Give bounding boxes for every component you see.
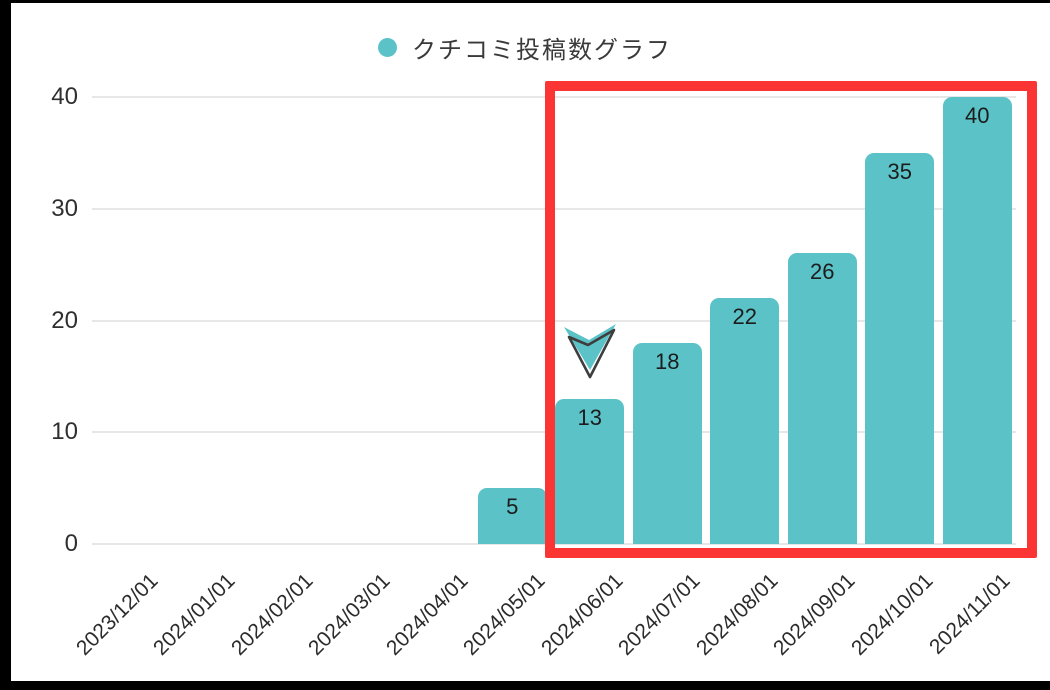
window-frame-left bbox=[0, 0, 11, 690]
y-axis-tick-label: 30 bbox=[51, 194, 78, 222]
bar bbox=[865, 152, 935, 544]
bar-value-label: 18 bbox=[655, 348, 680, 374]
bar bbox=[555, 398, 625, 544]
bar bbox=[477, 488, 547, 544]
y-axis-tick-label: 40 bbox=[51, 83, 78, 110]
window-frame-top bbox=[0, 0, 1050, 3]
bar-value-label: 35 bbox=[887, 158, 912, 184]
legend-dot-icon bbox=[378, 37, 397, 57]
bar bbox=[710, 298, 780, 544]
y-axis-tick-label: 0 bbox=[64, 530, 78, 557]
bar-value-label: 22 bbox=[732, 304, 757, 330]
y-axis-tick-label: 20 bbox=[51, 306, 78, 334]
legend: クチコミ投稿数グラフ bbox=[0, 30, 1050, 64]
legend-label: クチコミ投稿数グラフ bbox=[412, 36, 672, 64]
bar-value-label: 13 bbox=[577, 404, 602, 430]
bar-value-label: 26 bbox=[810, 259, 835, 285]
bar bbox=[942, 97, 1012, 544]
legend-item[interactable]: クチコミ投稿数グラフ bbox=[378, 30, 672, 65]
highlight-box bbox=[545, 81, 1037, 558]
y-axis-tick-label: 10 bbox=[51, 418, 78, 446]
bar bbox=[632, 342, 702, 544]
arrow-down-icon bbox=[560, 321, 620, 383]
bar-value-label: 5 bbox=[506, 494, 519, 520]
window-frame-bottom bbox=[0, 681, 1050, 690]
bar-value-label: 40 bbox=[965, 103, 990, 128]
bar bbox=[787, 253, 857, 544]
